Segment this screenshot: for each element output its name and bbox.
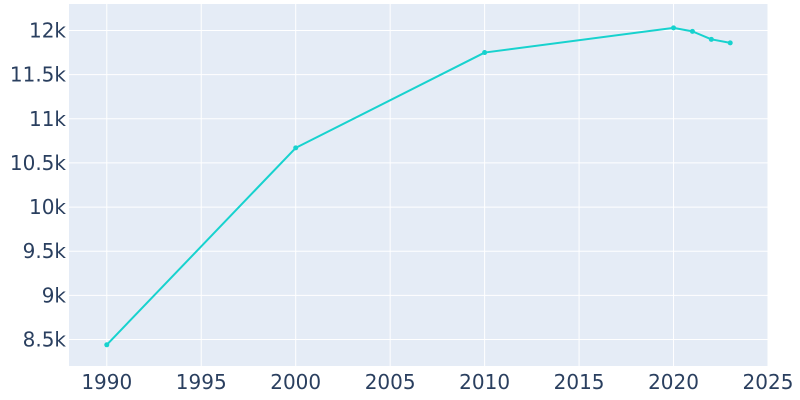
x-tick-label: 1990 (81, 370, 132, 394)
data-point[interactable] (104, 342, 110, 348)
data-point[interactable] (727, 40, 733, 46)
x-tick-label: 2000 (270, 370, 321, 394)
x-tick-label: 2010 (459, 370, 510, 394)
series-layer (104, 25, 733, 348)
data-point[interactable] (293, 145, 299, 151)
y-tick-label: 12k (29, 18, 66, 42)
y-tick-label: 9.5k (23, 239, 67, 263)
x-tick-label: 1995 (176, 370, 227, 394)
x-tick-label: 2005 (365, 370, 416, 394)
data-point[interactable] (671, 25, 677, 31)
x-tick-label: 2020 (648, 370, 699, 394)
data-point[interactable] (708, 36, 714, 42)
y-tick-label: 8.5k (23, 328, 67, 352)
y-tick-label: 10.5k (10, 151, 67, 175)
y-axis-ticks: 8.5k 9k 9.5k 10k 10.5k 11k 11.5k 12k (10, 18, 67, 351)
data-point[interactable] (689, 28, 695, 34)
grid (69, 4, 769, 366)
y-tick-label: 11k (29, 107, 66, 131)
x-tick-label: 2025 (743, 370, 794, 394)
x-axis-ticks: 1990 1995 2000 2005 2010 2015 2020 2025 (81, 370, 793, 394)
x-tick-label: 2015 (554, 370, 605, 394)
data-point[interactable] (482, 50, 488, 56)
plot-background (69, 4, 768, 366)
y-tick-label: 9k (42, 283, 67, 307)
y-tick-label: 11.5k (10, 63, 67, 87)
y-tick-label: 10k (29, 195, 66, 219)
